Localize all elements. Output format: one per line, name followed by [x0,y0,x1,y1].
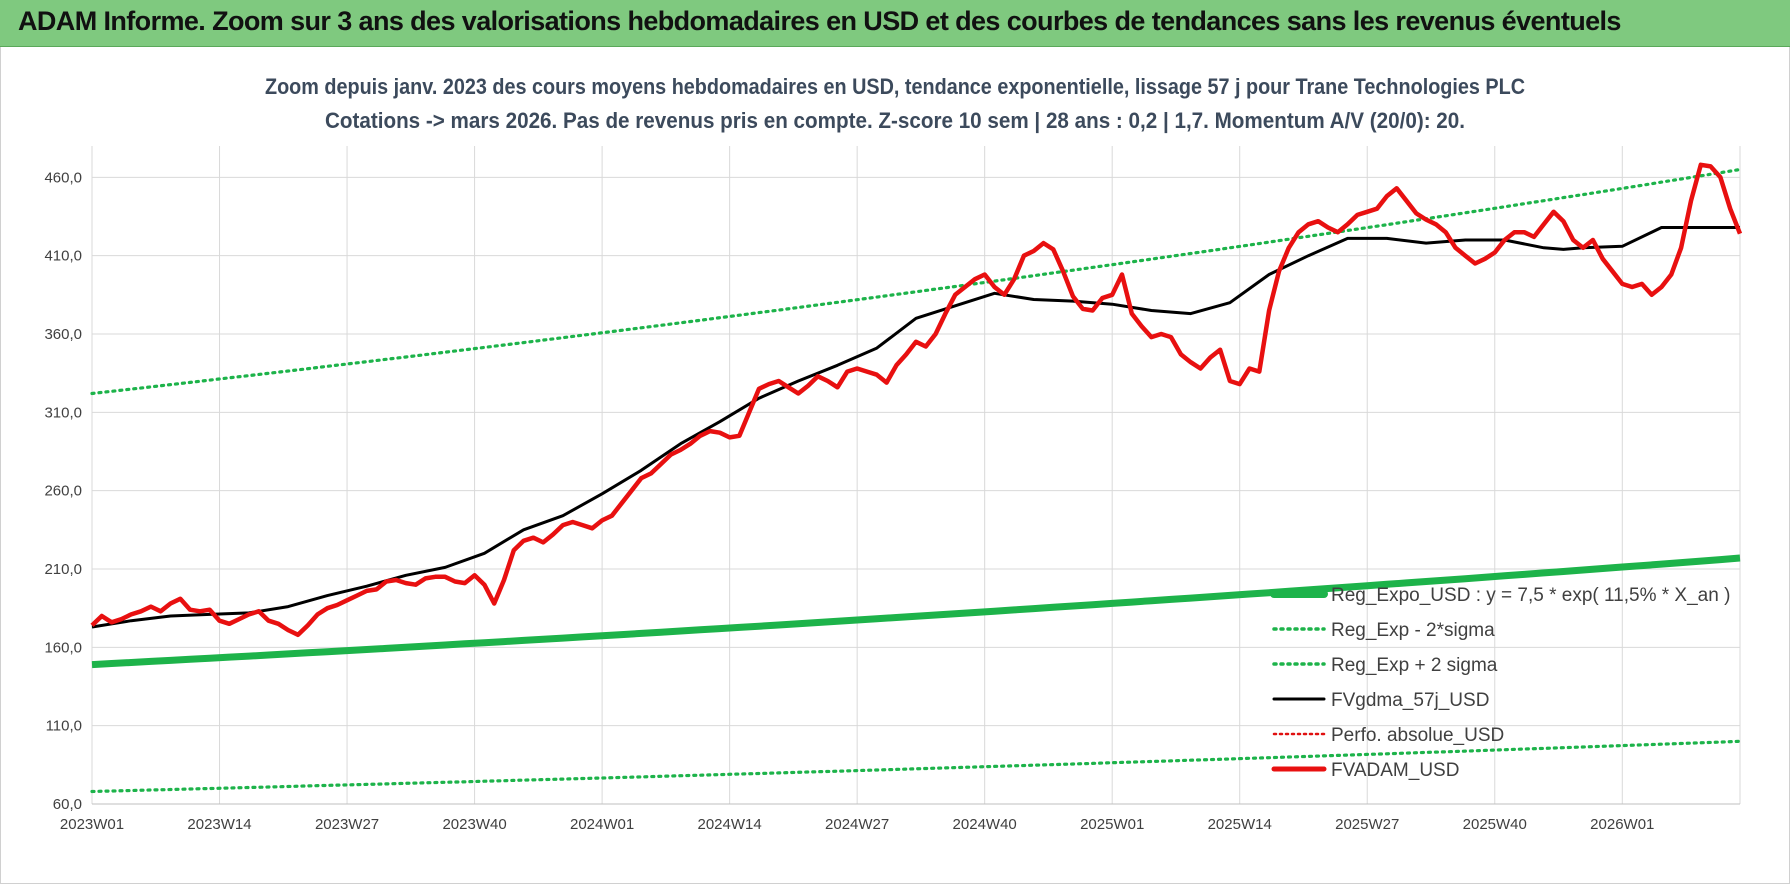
x-tick-label: 2025W01 [1080,816,1144,833]
legend-label: Perfo. absolue_USD [1331,725,1504,746]
header-banner: ADAM Informe. Zoom sur 3 ans des valoris… [0,0,1790,47]
y-tick-label: 210,0 [44,561,82,578]
x-tick-label: 2023W14 [187,816,251,833]
chart-subtitle-line1: Zoom depuis janv. 2023 des cours moyens … [265,74,1525,99]
legend-label: Reg_Exp - 2*sigma [1331,620,1495,641]
legend-label: Reg_Exp + 2 sigma [1331,655,1498,676]
legend: Reg_Expo_USD : y = 7,5 * exp( 11,5% * X_… [1270,585,1730,781]
x-tick-label: 2024W40 [953,816,1017,833]
x-tick-label: 2024W14 [698,816,762,833]
x-tick-label: 2023W40 [442,816,506,833]
x-tick-label: 2024W01 [570,816,634,833]
y-tick-label: 160,0 [44,639,82,656]
y-axis: 60,0 110,0 160,0 210,0 260,0 310,0 360,0 410,0 4… [44,169,82,813]
x-tick-label: 2026W01 [1590,816,1654,833]
series-regexp-plus-2sigma [90,167,1742,396]
y-tick-label: 360,0 [44,326,82,343]
series-fvadam [90,162,1743,638]
y-tick-label: 260,0 [44,483,82,500]
series-regexpo [91,554,1741,669]
x-tick-label: 2025W27 [1335,816,1399,833]
series-fvgdma [91,226,1740,629]
y-tick-label: 60,0 [53,796,82,813]
series-regexp-minus-2sigma [90,739,1742,794]
x-tick-label: 2024W27 [825,816,889,833]
x-tick-label: 2023W27 [315,816,379,833]
gridlines [91,146,1741,805]
y-tick-label: 310,0 [44,404,82,421]
legend-label: FVgdma_57j_USD [1331,690,1489,711]
series-group [90,162,1743,794]
x-tick-label: 2023W01 [60,816,124,833]
legend-label: Reg_Expo_USD : y = 7,5 * exp( 11,5% * X_… [1331,585,1730,606]
y-tick-label: 410,0 [44,248,82,265]
y-tick-label: 110,0 [46,718,82,735]
x-tick-label: 2025W40 [1463,816,1527,833]
chart-subtitle-line2: Cotations -> mars 2026. Pas de revenus p… [325,108,1465,133]
x-axis: 2023W01 2023W14 2023W27 2023W40 2024W01 2024W… [60,803,1740,833]
x-tick-label: 2025W14 [1208,816,1272,833]
y-tick-label: 460,0 [44,169,82,186]
legend-label: FVADAM_USD [1331,760,1459,781]
page-title: ADAM Informe. Zoom sur 3 ans des valoris… [18,6,1621,36]
